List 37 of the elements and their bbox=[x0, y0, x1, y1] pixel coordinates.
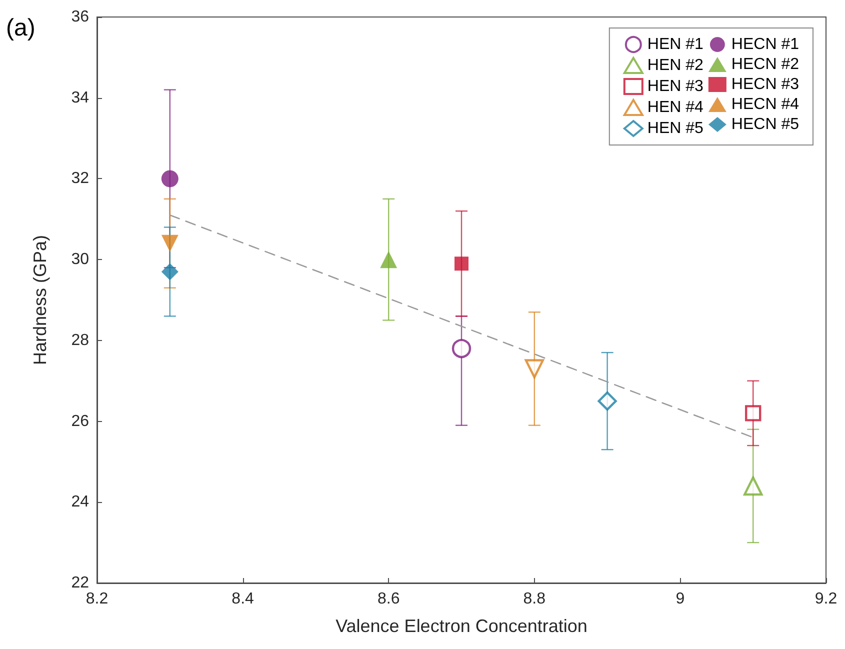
y-tick-label: 26 bbox=[71, 412, 90, 430]
legend-label: HECN #5 bbox=[731, 116, 800, 133]
legend-label: HEN #1 bbox=[647, 36, 704, 53]
legend-label: HEN #4 bbox=[647, 99, 704, 116]
text: (a) bbox=[6, 14, 36, 42]
legend-label: HEN #2 bbox=[647, 57, 704, 74]
point bbox=[161, 234, 178, 252]
y-tick-label: 34 bbox=[71, 89, 90, 106]
legend-label: HECN #1 bbox=[731, 36, 800, 53]
x-tick-label: 8.6 bbox=[377, 590, 400, 608]
x-tick-label: 8.2 bbox=[86, 590, 108, 608]
point bbox=[454, 256, 468, 271]
legend-label: HECN #4 bbox=[731, 96, 800, 113]
point bbox=[380, 251, 398, 268]
x-tick-label: 9.2 bbox=[814, 590, 838, 608]
legend-label: HEN #5 bbox=[647, 120, 704, 137]
point bbox=[524, 359, 544, 378]
y-axis-title: Hardness (GPa) bbox=[30, 234, 50, 366]
y-tick-label: 24 bbox=[71, 494, 90, 511]
x-tick-label: 8.8 bbox=[523, 590, 546, 608]
legend-label: HECN #3 bbox=[731, 76, 800, 93]
y-tick-label: 36 bbox=[71, 8, 90, 26]
point bbox=[745, 405, 762, 422]
legend-label: HEN #3 bbox=[647, 78, 704, 95]
point bbox=[598, 391, 617, 411]
y-tick-label: 30 bbox=[71, 251, 90, 268]
legend-label: HECN #2 bbox=[731, 56, 800, 73]
y-tick-label: 32 bbox=[71, 170, 90, 188]
y-tick-label: 28 bbox=[71, 332, 90, 349]
x-tick-label: 9 bbox=[676, 590, 685, 608]
x-axis-title: Valence Electron Concentration bbox=[336, 616, 588, 636]
point bbox=[161, 263, 178, 280]
point bbox=[744, 476, 763, 496]
y-tick-label: 22 bbox=[71, 574, 90, 592]
point bbox=[452, 338, 472, 358]
x-tick-label: 8.4 bbox=[232, 590, 254, 608]
point bbox=[161, 170, 178, 188]
